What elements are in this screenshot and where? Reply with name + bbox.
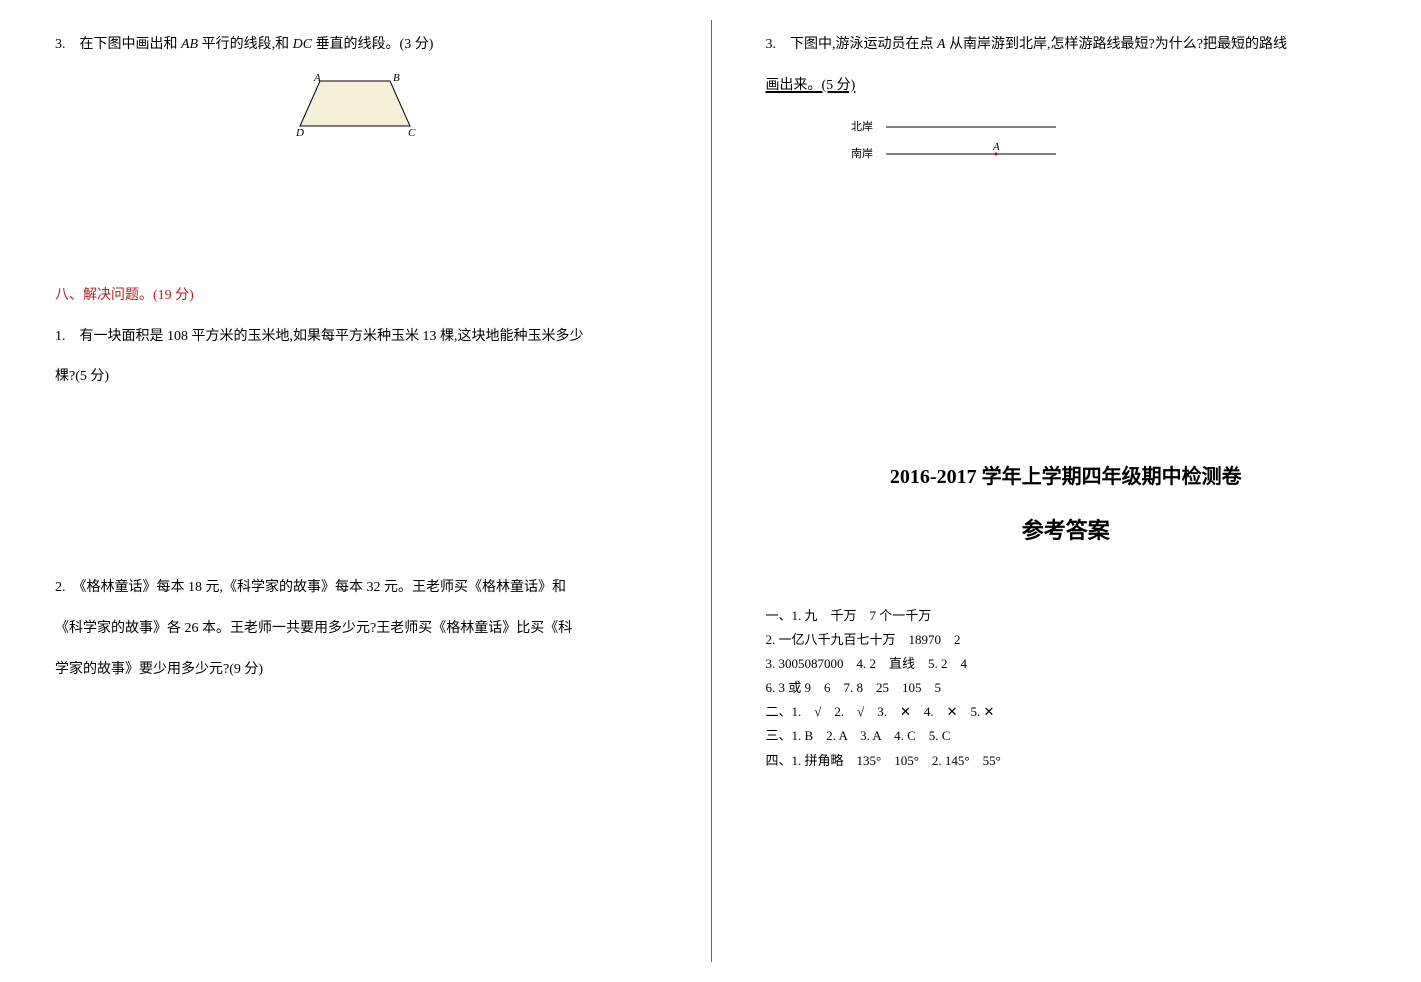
ans-2: 二、1. √ 2. √ 3. ✕ 4. ✕ 5. ✕ [766, 701, 1367, 723]
ans-1-4: 6. 3 或 9 6 7. 8 25 105 5 [766, 677, 1367, 699]
q3-suffix: 垂直的线段。(3 分) [312, 37, 433, 52]
answers-block: 一、1. 九 千万 7 个一千万 2. 一亿八千九百七十万 18970 2 3.… [766, 605, 1367, 772]
ans-1-3: 3. 3005087000 4. 2 直线 5. 2 4 [766, 653, 1367, 675]
spacer [55, 181, 656, 261]
left-column: 3. 在下图中画出和 AB 平行的线段,和 DC 垂直的线段。(3 分) A B… [0, 0, 711, 982]
q3-mid1: 平行的线段,和 [198, 37, 293, 52]
label-a: A [313, 72, 321, 84]
label-d: D [295, 127, 304, 139]
spacer [766, 563, 1367, 603]
q3-prefix: 3. 在下图中画出和 [55, 37, 181, 52]
rq3-a: A [937, 37, 946, 52]
spacer [766, 177, 1367, 447]
south-label: 南岸 [851, 147, 873, 160]
spacer [55, 403, 656, 573]
left-q3: 3. 在下图中画出和 AB 平行的线段,和 DC 垂直的线段。(3 分) [55, 30, 656, 61]
q8-2-line2: 《科学家的故事》各 26 本。王老师一共要用多少元?王老师买《格林童话》比买《科 [55, 614, 656, 645]
label-b: B [393, 72, 400, 84]
q3-ab: AB [181, 37, 198, 52]
trapezoid-shape [300, 81, 410, 126]
point-a-dot [994, 152, 997, 155]
ans-1-2: 2. 一亿八千九百七十万 18970 2 [766, 629, 1367, 651]
ans-3: 三、1. B 2. A 3. A 4. C 5. C [766, 725, 1367, 747]
section-8-heading: 八、解决问题。(19 分) [55, 281, 656, 312]
answer-title-2: 参考答案 [766, 507, 1367, 555]
answer-title-1: 2016-2017 学年上学期四年级期中检测卷 [766, 455, 1367, 499]
q8-1-line1: 1. 有一块面积是 108 平方米的玉米地,如果每平方米种玉米 13 棵,这块地… [55, 322, 656, 353]
q8-1-line2: 棵?(5 分) [55, 362, 656, 393]
q3-dc: DC [293, 37, 312, 52]
right-q3-line2: 画出来。(5 分) [766, 71, 1367, 102]
ans-1-1: 一、1. 九 千万 7 个一千万 [766, 605, 1367, 627]
rq3-l2: 画出来。(5 分) [766, 78, 856, 93]
right-q3-line1: 3. 下图中,游泳运动员在点 A 从南岸游到北岸,怎样游路线最短?为什么?把最短… [766, 30, 1367, 61]
north-label: 北岸 [851, 120, 873, 133]
q8-2-line3: 学家的故事》要少用多少元?(9 分) [55, 655, 656, 686]
label-c: C [408, 127, 416, 139]
ans-4: 四、1. 拼角略 135° 105° 2. 145° 55° [766, 750, 1367, 772]
rq3-prefix: 3. 下图中,游泳运动员在点 [766, 37, 938, 52]
trapezoid-figure: A B D C [280, 71, 430, 141]
point-a-label: A [992, 141, 1000, 153]
rq3-mid: 从南岸游到北岸,怎样游路线最短?为什么?把最短的路线 [946, 37, 1287, 52]
shore-figure: 北岸 南岸 A [846, 112, 1076, 167]
q8-2-line1: 2. 《格林童话》每本 18 元,《科学家的故事》每本 32 元。王老师买《格林… [55, 573, 656, 604]
right-column: 3. 下图中,游泳运动员在点 A 从南岸游到北岸,怎样游路线最短?为什么?把最短… [711, 0, 1421, 982]
